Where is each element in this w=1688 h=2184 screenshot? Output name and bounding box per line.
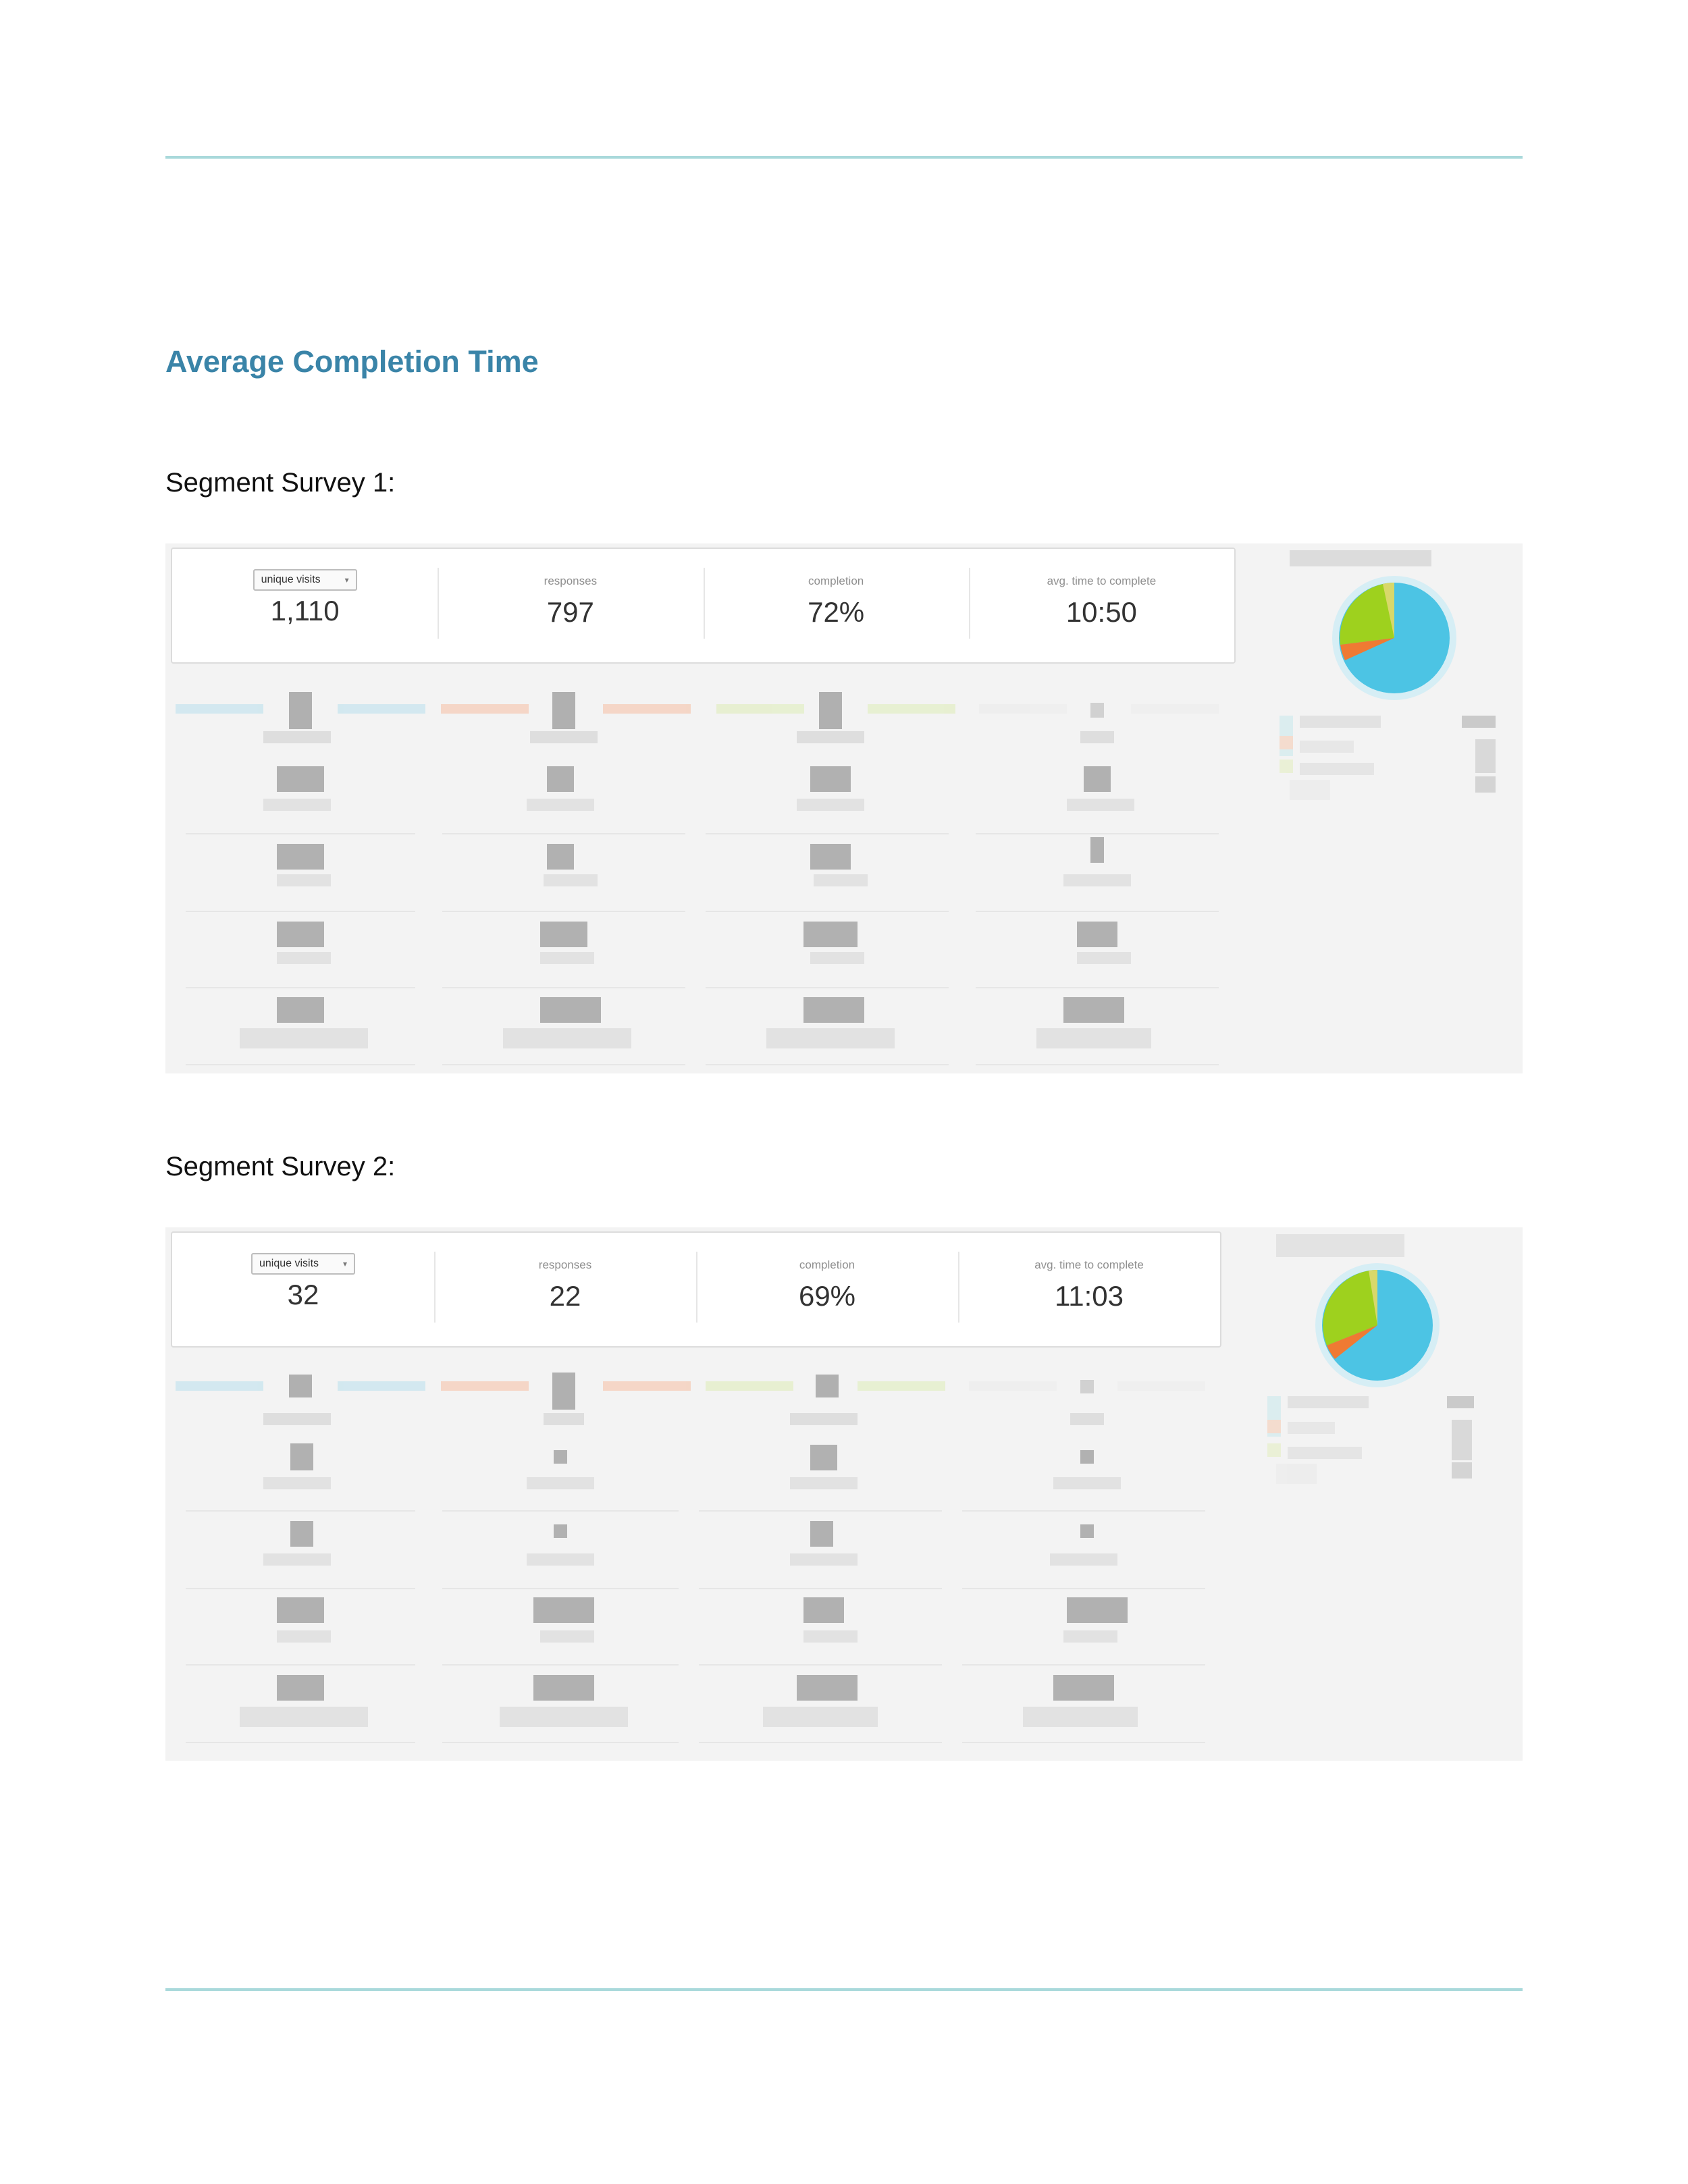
segment-1-time-label: avg. time to complete <box>1047 575 1157 587</box>
segment-1-label: Segment Survey 1: <box>165 468 396 498</box>
segment-1-visits-value: 1,110 <box>270 595 340 627</box>
segment-2-pie-chart <box>1315 1263 1440 1387</box>
segment-1-dashboard-screenshot: unique visits ▾ 1,110 responses 797 comp… <box>165 543 1523 1073</box>
segment-1-time-stat: avg. time to complete 10:50 <box>968 549 1234 662</box>
segment-2-time-stat: avg. time to complete 11:03 <box>958 1233 1220 1346</box>
segment-1-pixelated-table <box>176 550 1496 1065</box>
segment-1-metric-select[interactable]: unique visits ▾ <box>253 569 357 591</box>
segment-1-completion-label: completion <box>808 575 864 587</box>
segment-2-dashboard-screenshot: unique visits ▾ 32 responses 22 completi… <box>165 1227 1523 1761</box>
bottom-divider <box>165 1988 1523 1991</box>
segment-2-completion-value: 69% <box>798 1280 856 1312</box>
segment-2-completion-stat: completion 69% <box>696 1233 958 1346</box>
chevron-down-icon: ▾ <box>342 1259 347 1269</box>
segment-1-responses-value: 797 <box>546 596 594 628</box>
segment-1-select-value: unique visits <box>261 574 321 585</box>
segment-2-visits-stat: unique visits ▾ 32 <box>172 1233 434 1346</box>
segment-1-pie-slice-orange <box>1340 638 1394 660</box>
segment-1-visits-stat: unique visits ▾ 1,110 <box>172 549 438 662</box>
segment-2-time-label: avg. time to complete <box>1034 1258 1144 1271</box>
segment-2-label: Segment Survey 2: <box>165 1152 396 1181</box>
segment-1-pie-slice-yellow <box>1383 583 1394 638</box>
top-divider <box>165 156 1523 159</box>
section-title: Average Completion Time <box>165 344 539 379</box>
segment-2-stats-card: unique visits ▾ 32 responses 22 completi… <box>171 1231 1221 1348</box>
segment-2-pie-slice-orange <box>1327 1325 1377 1359</box>
segment-2-completion-label: completion <box>799 1258 855 1271</box>
segment-2-pixelated-table <box>176 1234 1474 1743</box>
segment-2-responses-stat: responses 22 <box>434 1233 696 1346</box>
segment-1-pie-slice-green <box>1340 583 1394 645</box>
segment-2-pie-slice-yellow <box>1369 1269 1377 1325</box>
segment-1-time-value: 10:50 <box>1065 596 1137 628</box>
segment-1-pie-chart <box>1332 576 1456 700</box>
segment-2-select-value: unique visits <box>259 1258 319 1269</box>
segment-2-pie-slice-green <box>1323 1270 1377 1346</box>
segment-2-responses-value: 22 <box>549 1280 581 1312</box>
chevron-down-icon: ▾ <box>344 575 349 585</box>
segment-1-stats-card: unique visits ▾ 1,110 responses 797 comp… <box>171 548 1236 664</box>
segment-2-responses-label: responses <box>538 1258 592 1271</box>
segment-1-responses-stat: responses 797 <box>438 549 703 662</box>
segment-2-metric-select[interactable]: unique visits ▾ <box>251 1253 355 1275</box>
segment-1-completion-value: 72% <box>808 596 865 628</box>
segment-1-completion-stat: completion 72% <box>703 549 969 662</box>
segment-2-time-value: 11:03 <box>1055 1280 1124 1312</box>
segment-1-responses-label: responses <box>544 575 598 587</box>
segment-2-visits-value: 32 <box>287 1279 319 1310</box>
